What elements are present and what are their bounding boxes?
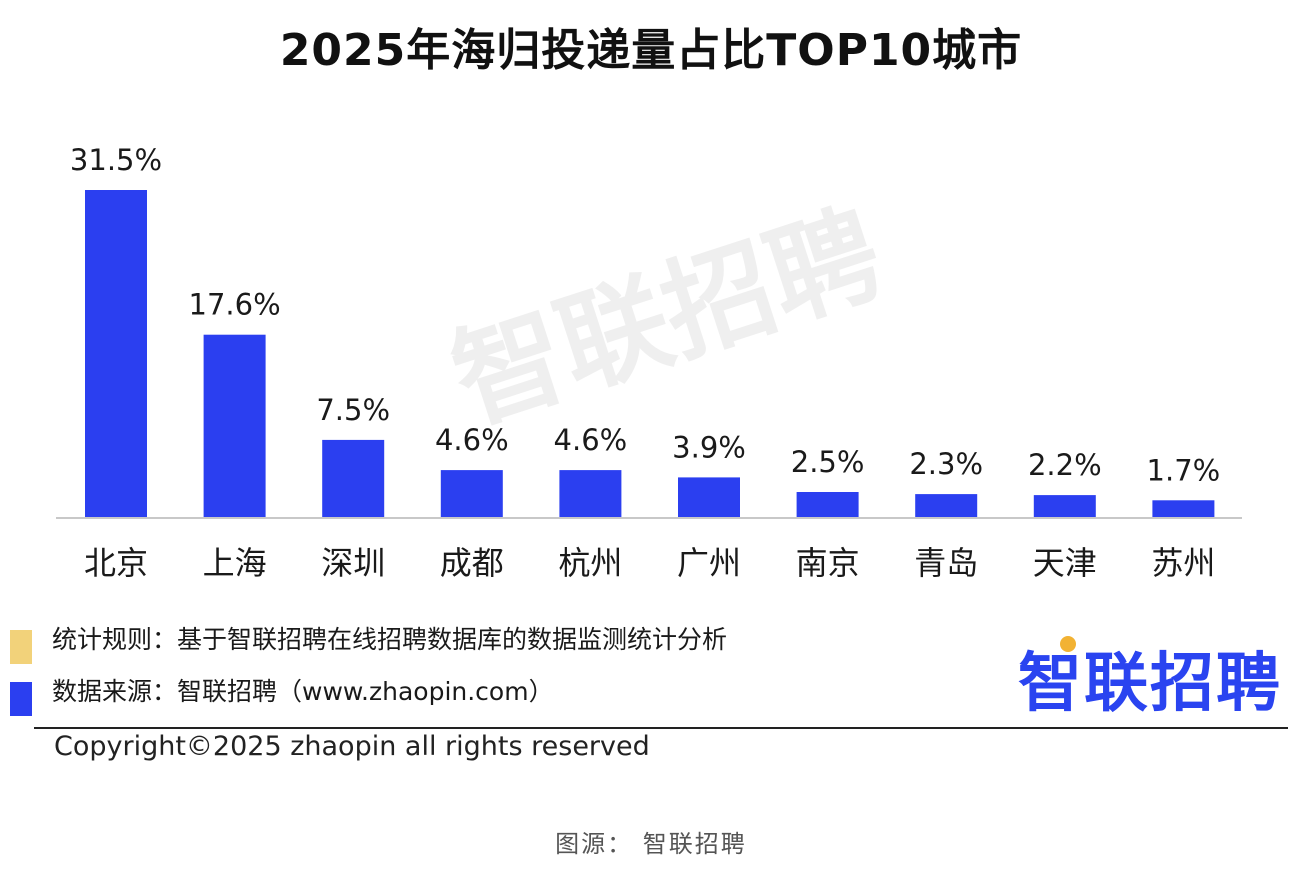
category-label-3: 成都 [440, 544, 504, 582]
bars-layer: 31.5% 北京 17.6% 上海 7.5% 深圳 4.6% 成都 4.6% 杭州 3.9% 广州 2.… [70, 143, 1220, 582]
bar-6 [796, 492, 859, 518]
category-label-1: 上海 [203, 544, 267, 582]
category-label-8: 天津 [1033, 544, 1097, 582]
bar-value-label-1: 17.6% [189, 288, 281, 322]
bar-8 [1033, 495, 1096, 518]
bar-5 [678, 477, 740, 518]
category-label-7: 青岛 [914, 544, 978, 582]
bar-value-label-4: 4.6% [554, 423, 628, 457]
chart-title: 2025年海归投递量占比TOP10城市 [279, 25, 1023, 76]
bar-7 [915, 494, 978, 518]
category-label-2: 深圳 [321, 544, 385, 582]
bar-value-label-3: 4.6% [435, 423, 509, 457]
category-label-6: 南京 [796, 544, 860, 582]
brand-logo: 智联招聘 [1018, 647, 1282, 721]
bar-value-label-9: 1.7% [1147, 453, 1221, 487]
bar-chart: 31.5% 北京 17.6% 上海 7.5% 深圳 4.6% 成都 4.6% 杭州 3.9% 广州 2.… [56, 143, 1242, 582]
legend-text-rule: 统计规则：基于智联招聘在线招聘数据库的数据监测统计分析 [52, 625, 728, 654]
image-source-caption: 图源： 智联招聘 [555, 830, 747, 858]
bar-value-label-0: 31.5% [70, 143, 162, 177]
bar-value-label-8: 2.2% [1028, 448, 1102, 482]
bar-value-label-2: 7.5% [316, 393, 390, 427]
bar-value-label-6: 2.5% [791, 445, 865, 479]
legend-swatch-rule [10, 630, 32, 664]
legend-text-source: 数据来源：智联招聘（www.zhaopin.com） [52, 677, 554, 706]
bar-4 [559, 470, 622, 518]
legend-swatch-source [10, 682, 32, 716]
bar-9 [1152, 500, 1215, 518]
bar-1 [203, 334, 266, 518]
copyright-text: Copyright©2025 zhaopin all rights reserv… [54, 731, 650, 762]
bar-3 [440, 470, 503, 518]
category-label-5: 广州 [677, 544, 741, 582]
bar-value-label-7: 2.3% [909, 447, 983, 481]
category-label-4: 杭州 [558, 544, 622, 582]
brand-logo-dot [1060, 636, 1076, 652]
footer-divider [34, 727, 1288, 729]
bar-2 [322, 439, 385, 518]
bar-0 [85, 190, 147, 518]
category-label-9: 苏州 [1151, 544, 1215, 582]
bar-value-label-5: 3.9% [672, 430, 746, 464]
category-label-0: 北京 [84, 544, 148, 582]
